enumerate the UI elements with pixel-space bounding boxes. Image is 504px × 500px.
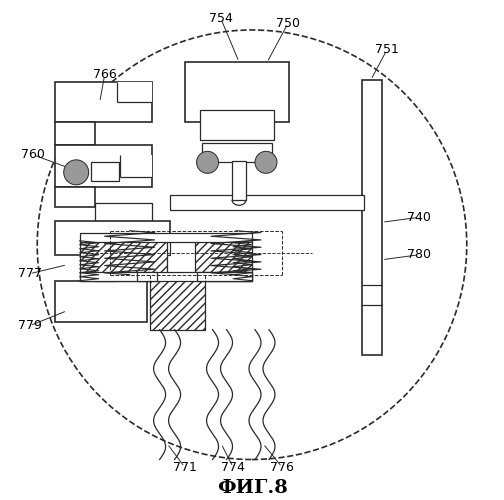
Bar: [169, 195, 364, 210]
Text: 760: 760: [21, 148, 45, 162]
Circle shape: [64, 160, 89, 185]
Bar: [184, 62, 289, 122]
Text: 771: 771: [173, 460, 197, 473]
Bar: [232, 161, 246, 200]
Circle shape: [197, 152, 219, 174]
Bar: [195, 240, 252, 281]
Bar: [200, 110, 275, 140]
Bar: [202, 144, 272, 163]
Text: 751: 751: [375, 44, 399, 57]
Text: 777: 777: [18, 267, 42, 280]
Bar: [80, 234, 252, 242]
Bar: [119, 155, 152, 178]
Bar: [137, 272, 157, 280]
Bar: [95, 204, 152, 221]
Bar: [145, 240, 169, 254]
Bar: [55, 281, 147, 322]
Text: 766: 766: [93, 68, 116, 82]
Text: 779: 779: [18, 319, 42, 332]
Text: 776: 776: [270, 460, 294, 473]
Text: 740: 740: [407, 211, 431, 224]
Bar: [80, 240, 167, 281]
Bar: [362, 80, 382, 354]
Bar: [197, 272, 252, 280]
Text: 780: 780: [407, 248, 431, 261]
Bar: [150, 274, 205, 330]
Bar: [80, 272, 252, 280]
Text: 774: 774: [221, 460, 245, 473]
Bar: [55, 122, 95, 145]
Bar: [55, 188, 95, 208]
Bar: [95, 254, 114, 281]
Text: ФИГ.8: ФИГ.8: [217, 480, 287, 498]
Bar: [91, 162, 118, 182]
Bar: [55, 145, 152, 188]
Bar: [55, 82, 152, 122]
Circle shape: [255, 152, 277, 174]
Text: 754: 754: [209, 12, 233, 26]
Bar: [117, 82, 152, 102]
Text: 750: 750: [276, 17, 300, 30]
Bar: [55, 221, 169, 254]
